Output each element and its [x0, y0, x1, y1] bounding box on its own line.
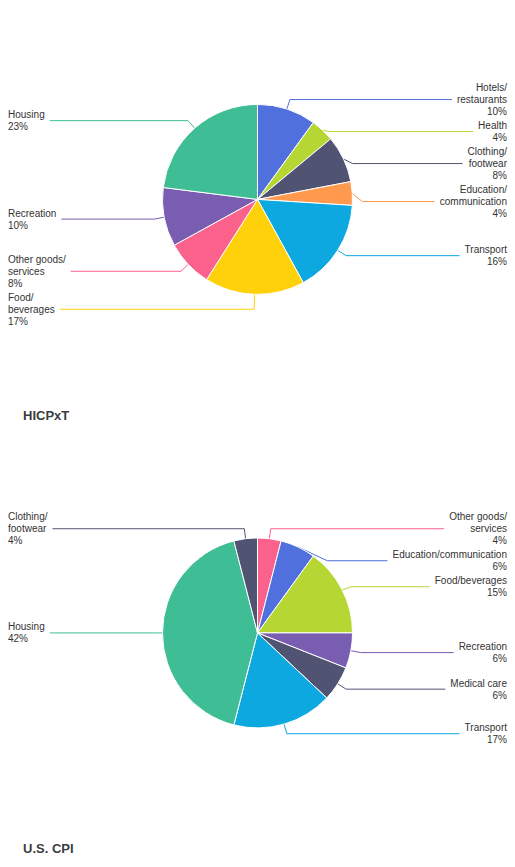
svg-text:6%: 6% [493, 653, 508, 664]
svg-text:4%: 4% [8, 535, 23, 546]
svg-text:Food/beverages: Food/beverages [435, 575, 507, 586]
svg-text:Housing: Housing [8, 621, 45, 632]
svg-text:Medical care: Medical care [450, 678, 507, 689]
svg-text:8%: 8% [493, 170, 508, 181]
svg-text:Hotels/: Hotels/ [476, 82, 507, 93]
svg-text:Clothing/: Clothing/ [468, 146, 508, 157]
svg-text:16%: 16% [487, 256, 507, 267]
svg-text:services: services [8, 266, 45, 277]
svg-text:restaurants: restaurants [457, 94, 507, 105]
svg-text:6%: 6% [493, 690, 508, 701]
svg-text:Recreation: Recreation [459, 641, 507, 652]
svg-text:communication: communication [440, 196, 507, 207]
svg-text:23%: 23% [8, 121, 28, 132]
svg-text:10%: 10% [8, 220, 28, 231]
svg-text:Clothing/: Clothing/ [8, 511, 48, 522]
svg-text:6%: 6% [493, 561, 508, 572]
svg-text:4%: 4% [493, 208, 508, 219]
svg-text:footwear: footwear [469, 158, 508, 169]
svg-text:Food/: Food/ [8, 292, 34, 303]
svg-text:17%: 17% [487, 734, 507, 745]
svg-text:Transport: Transport [465, 722, 508, 733]
svg-text:services: services [470, 523, 507, 534]
svg-text:15%: 15% [487, 587, 507, 598]
svg-text:Education/communication: Education/communication [392, 549, 507, 560]
svg-text:Housing: Housing [8, 109, 45, 120]
svg-text:U.S. CPI: U.S. CPI [23, 841, 74, 856]
svg-text:beverages: beverages [8, 304, 55, 315]
svg-text:HICPxT: HICPxT [23, 408, 69, 423]
svg-text:Recreation: Recreation [8, 208, 56, 219]
svg-text:Other goods/: Other goods/ [8, 254, 66, 265]
svg-text:footwear: footwear [8, 523, 47, 534]
svg-text:8%: 8% [8, 278, 23, 289]
svg-text:Health: Health [478, 120, 507, 131]
svg-text:4%: 4% [493, 132, 508, 143]
svg-text:Other goods/: Other goods/ [449, 511, 507, 522]
svg-text:42%: 42% [8, 633, 28, 644]
svg-text:4%: 4% [493, 535, 508, 546]
svg-text:17%: 17% [8, 316, 28, 327]
svg-text:Transport: Transport [465, 244, 508, 255]
svg-text:Education/: Education/ [460, 184, 507, 195]
svg-text:10%: 10% [487, 106, 507, 117]
